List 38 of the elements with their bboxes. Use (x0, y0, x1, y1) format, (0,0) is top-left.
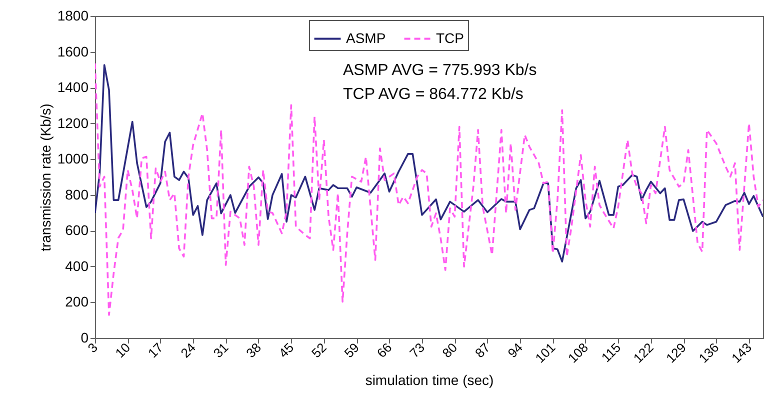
x-tick-label: 80 (439, 340, 460, 361)
x-tick-label: 24 (178, 340, 199, 361)
annotation: ASMP AVG = 775.993 Kb/s (343, 62, 537, 79)
x-tick-label: 66 (374, 340, 395, 361)
y-tick-label: 1800 (57, 8, 89, 24)
x-tick-label: 115 (598, 340, 624, 366)
y-tick-label: 800 (65, 186, 89, 202)
y-tick-label: 1200 (57, 114, 89, 131)
x-tick-label: 94 (504, 340, 526, 361)
legend-label: TCP (436, 30, 464, 46)
x-axis-title: simulation time (sec) (365, 372, 494, 388)
x-tick-label: 101 (532, 340, 558, 366)
x-tick-label: 38 (243, 340, 264, 361)
x-tick-label: 10 (112, 340, 134, 361)
x-tick-label: 52 (308, 340, 330, 361)
legend-label: ASMP (346, 30, 386, 46)
x-tick-label: 45 (276, 340, 297, 361)
y-tick-label: 200 (65, 294, 89, 310)
x-tick-label: 87 (472, 340, 493, 361)
x-tick-label: 122 (630, 340, 656, 366)
y-tick-label: 1000 (57, 150, 89, 167)
y-axis-title: transmission rate (Kb/s) (37, 104, 54, 252)
line-series (95, 62, 763, 316)
x-tick-label: 129 (663, 340, 690, 366)
x-tick-label: 31 (210, 340, 232, 361)
x-tick-label: 136 (696, 340, 722, 366)
y-tick-label: 400 (65, 258, 89, 274)
line-series (95, 64, 763, 263)
x-tick-label: 17 (145, 340, 166, 361)
x-tick-label: 59 (341, 340, 362, 361)
annotation: TCP AVG = 864.772 Kb/s (343, 86, 524, 103)
x-tick-label: 108 (564, 340, 591, 366)
x-tick-label: 143 (728, 340, 754, 366)
y-tick-label: 0 (80, 330, 89, 346)
y-tick-label: 600 (65, 222, 89, 238)
y-tick-label: 1400 (57, 79, 89, 96)
x-tick-label: 73 (406, 340, 428, 361)
y-tick-label: 1600 (57, 43, 89, 60)
